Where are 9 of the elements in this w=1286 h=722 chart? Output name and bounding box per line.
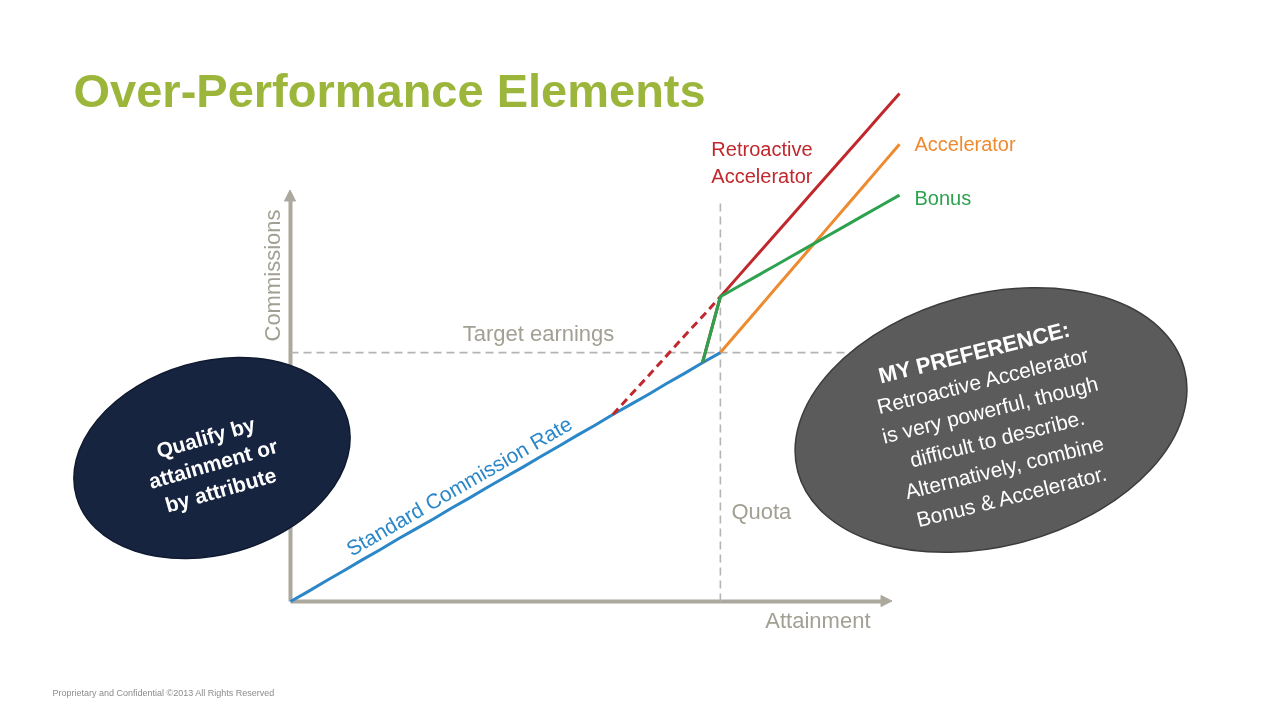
text: Proprietary and Confidential ©2013 All Rights Reserved [52, 687, 275, 698]
ref-line-label: Target earnings [462, 321, 615, 347]
series-label: Accelerator [914, 133, 1016, 156]
y-axis-title: Commissions [260, 209, 285, 342]
chart-title: Over-Performance Elements [73, 64, 706, 117]
annotation: Quota [731, 499, 793, 524]
series-label: Bonus [914, 187, 972, 210]
series-label: Retroactive Accelerator [711, 137, 813, 188]
x-axis-title: Attainment [765, 608, 871, 633]
